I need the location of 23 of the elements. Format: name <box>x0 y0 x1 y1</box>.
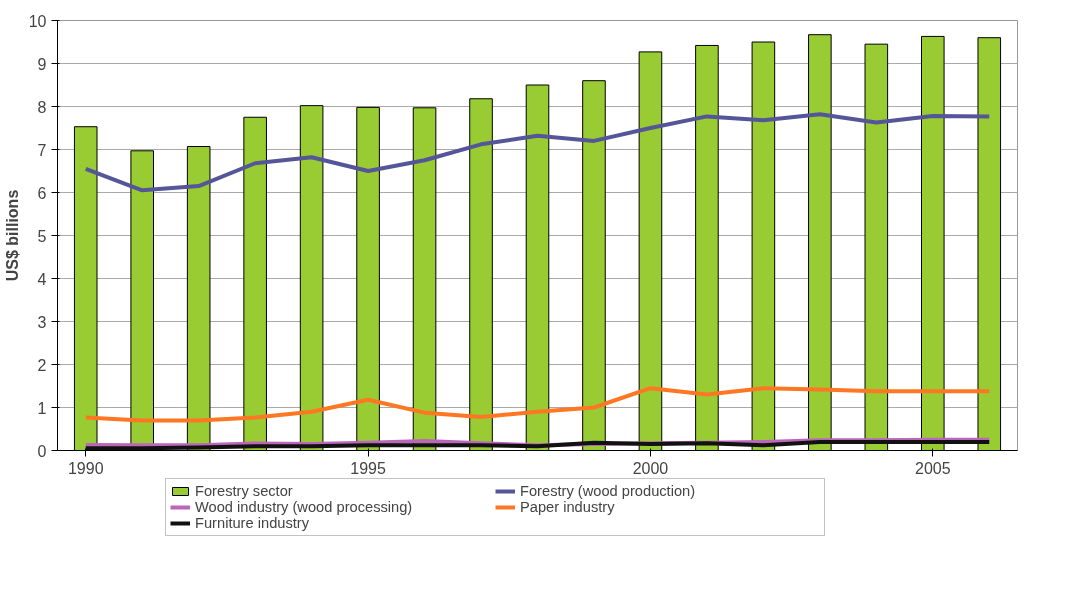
y-tick-label: 1 <box>37 399 47 417</box>
y-axis-title: US$ billions <box>3 189 21 282</box>
y-tick-label: 2 <box>37 356 47 374</box>
line-series <box>83 386 992 423</box>
y-tick-label: 6 <box>37 184 47 202</box>
line-series <box>83 112 992 193</box>
x-tick-label: 1995 <box>350 459 386 477</box>
y-tick-label: 3 <box>37 313 47 331</box>
y-tick-label: 5 <box>37 227 47 245</box>
y-tick-label: 10 <box>28 12 47 30</box>
legend-label: Forestry (wood production) <box>520 483 697 499</box>
legend-label: Wood industry (wood processing) <box>195 499 414 515</box>
x-tick-label: 2000 <box>632 459 669 477</box>
y-tick-label: 8 <box>37 98 47 116</box>
y-tick-label: 0 <box>37 442 47 460</box>
y-tick-label: 4 <box>37 270 47 288</box>
y-tick-label: 9 <box>37 55 47 73</box>
x-tick-label: 2005 <box>915 459 951 477</box>
y-tick-label: 7 <box>37 141 47 159</box>
legend-label: Forestry sector <box>195 483 294 499</box>
x-tick-label: 1990 <box>67 459 104 477</box>
legend-label: Paper industry <box>520 499 616 515</box>
legend-label: Furniture industry <box>195 515 311 531</box>
